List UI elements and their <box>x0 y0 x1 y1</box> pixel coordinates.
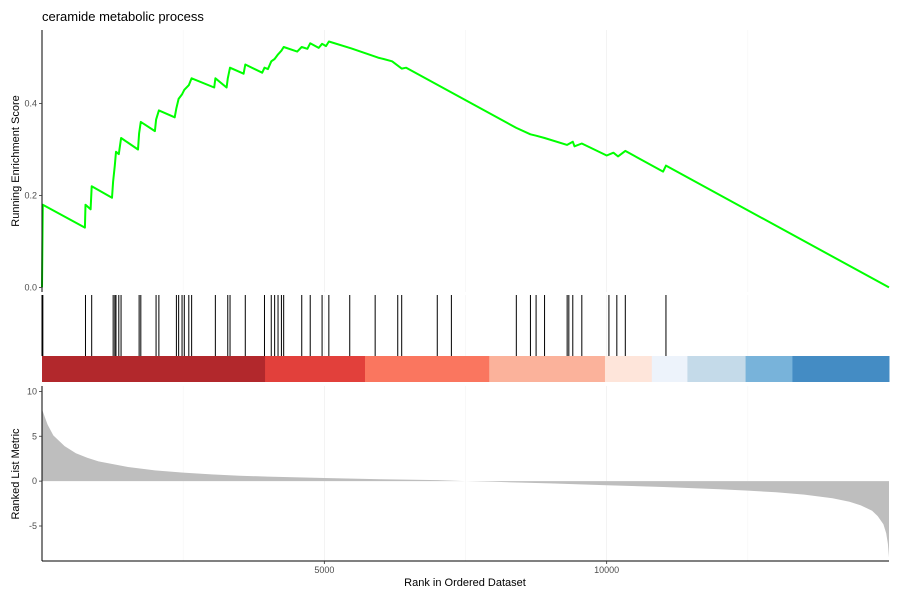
running-es-panel: 0.0 0.2 0.4 Running Enrichment Score <box>10 30 890 292</box>
rank-color-bar <box>42 356 890 382</box>
hit-lines <box>42 295 667 356</box>
x-axis-title: Rank in Ordered Dataset <box>404 577 526 589</box>
es-y-tick-label: 0.0 <box>24 282 37 292</box>
color-bar-segment <box>792 356 890 382</box>
metric-y-tick-label: 0 <box>32 476 37 486</box>
color-bar-segment <box>364 356 490 382</box>
color-bar-segment <box>687 356 747 382</box>
color-bar-segment <box>42 356 266 382</box>
x-ticks: 5000 10000 <box>314 561 619 575</box>
metric-y-tick-label: 5 <box>32 431 37 441</box>
es-grid <box>182 30 749 292</box>
running-es-series <box>41 40 890 289</box>
color-bar-segment <box>604 356 653 382</box>
es-line <box>41 40 890 289</box>
x-tick-label: 10000 <box>594 565 619 575</box>
color-bar-segment <box>265 356 366 382</box>
plot-title: ceramide metabolic process <box>42 9 204 24</box>
ranked-metric-area <box>42 409 889 558</box>
metric-y-tick-label: -5 <box>29 521 37 531</box>
es-y-ticks: 0.0 0.2 0.4 <box>24 99 42 292</box>
metric-y-ticks: 10 5 0 -5 <box>27 386 42 531</box>
hits-grid <box>182 295 749 356</box>
es-y-tick-label: 0.2 <box>24 190 37 200</box>
metric-y-axis-title: Ranked List Metric <box>10 428 22 520</box>
color-bar-segment <box>651 356 688 382</box>
metric-y-tick-label: 10 <box>27 386 37 396</box>
color-bar-segment <box>745 356 793 382</box>
es-y-axis-title: Running Enrichment Score <box>10 95 22 226</box>
es-y-tick-label: 0.4 <box>24 99 37 109</box>
color-bar-segment <box>489 356 606 382</box>
hit-positions-panel <box>41 295 890 382</box>
x-tick-label: 5000 <box>314 565 334 575</box>
ranked-metric-panel: 10 5 0 -5 5000 10000 Ranked List Metric Rank… <box>10 386 889 589</box>
